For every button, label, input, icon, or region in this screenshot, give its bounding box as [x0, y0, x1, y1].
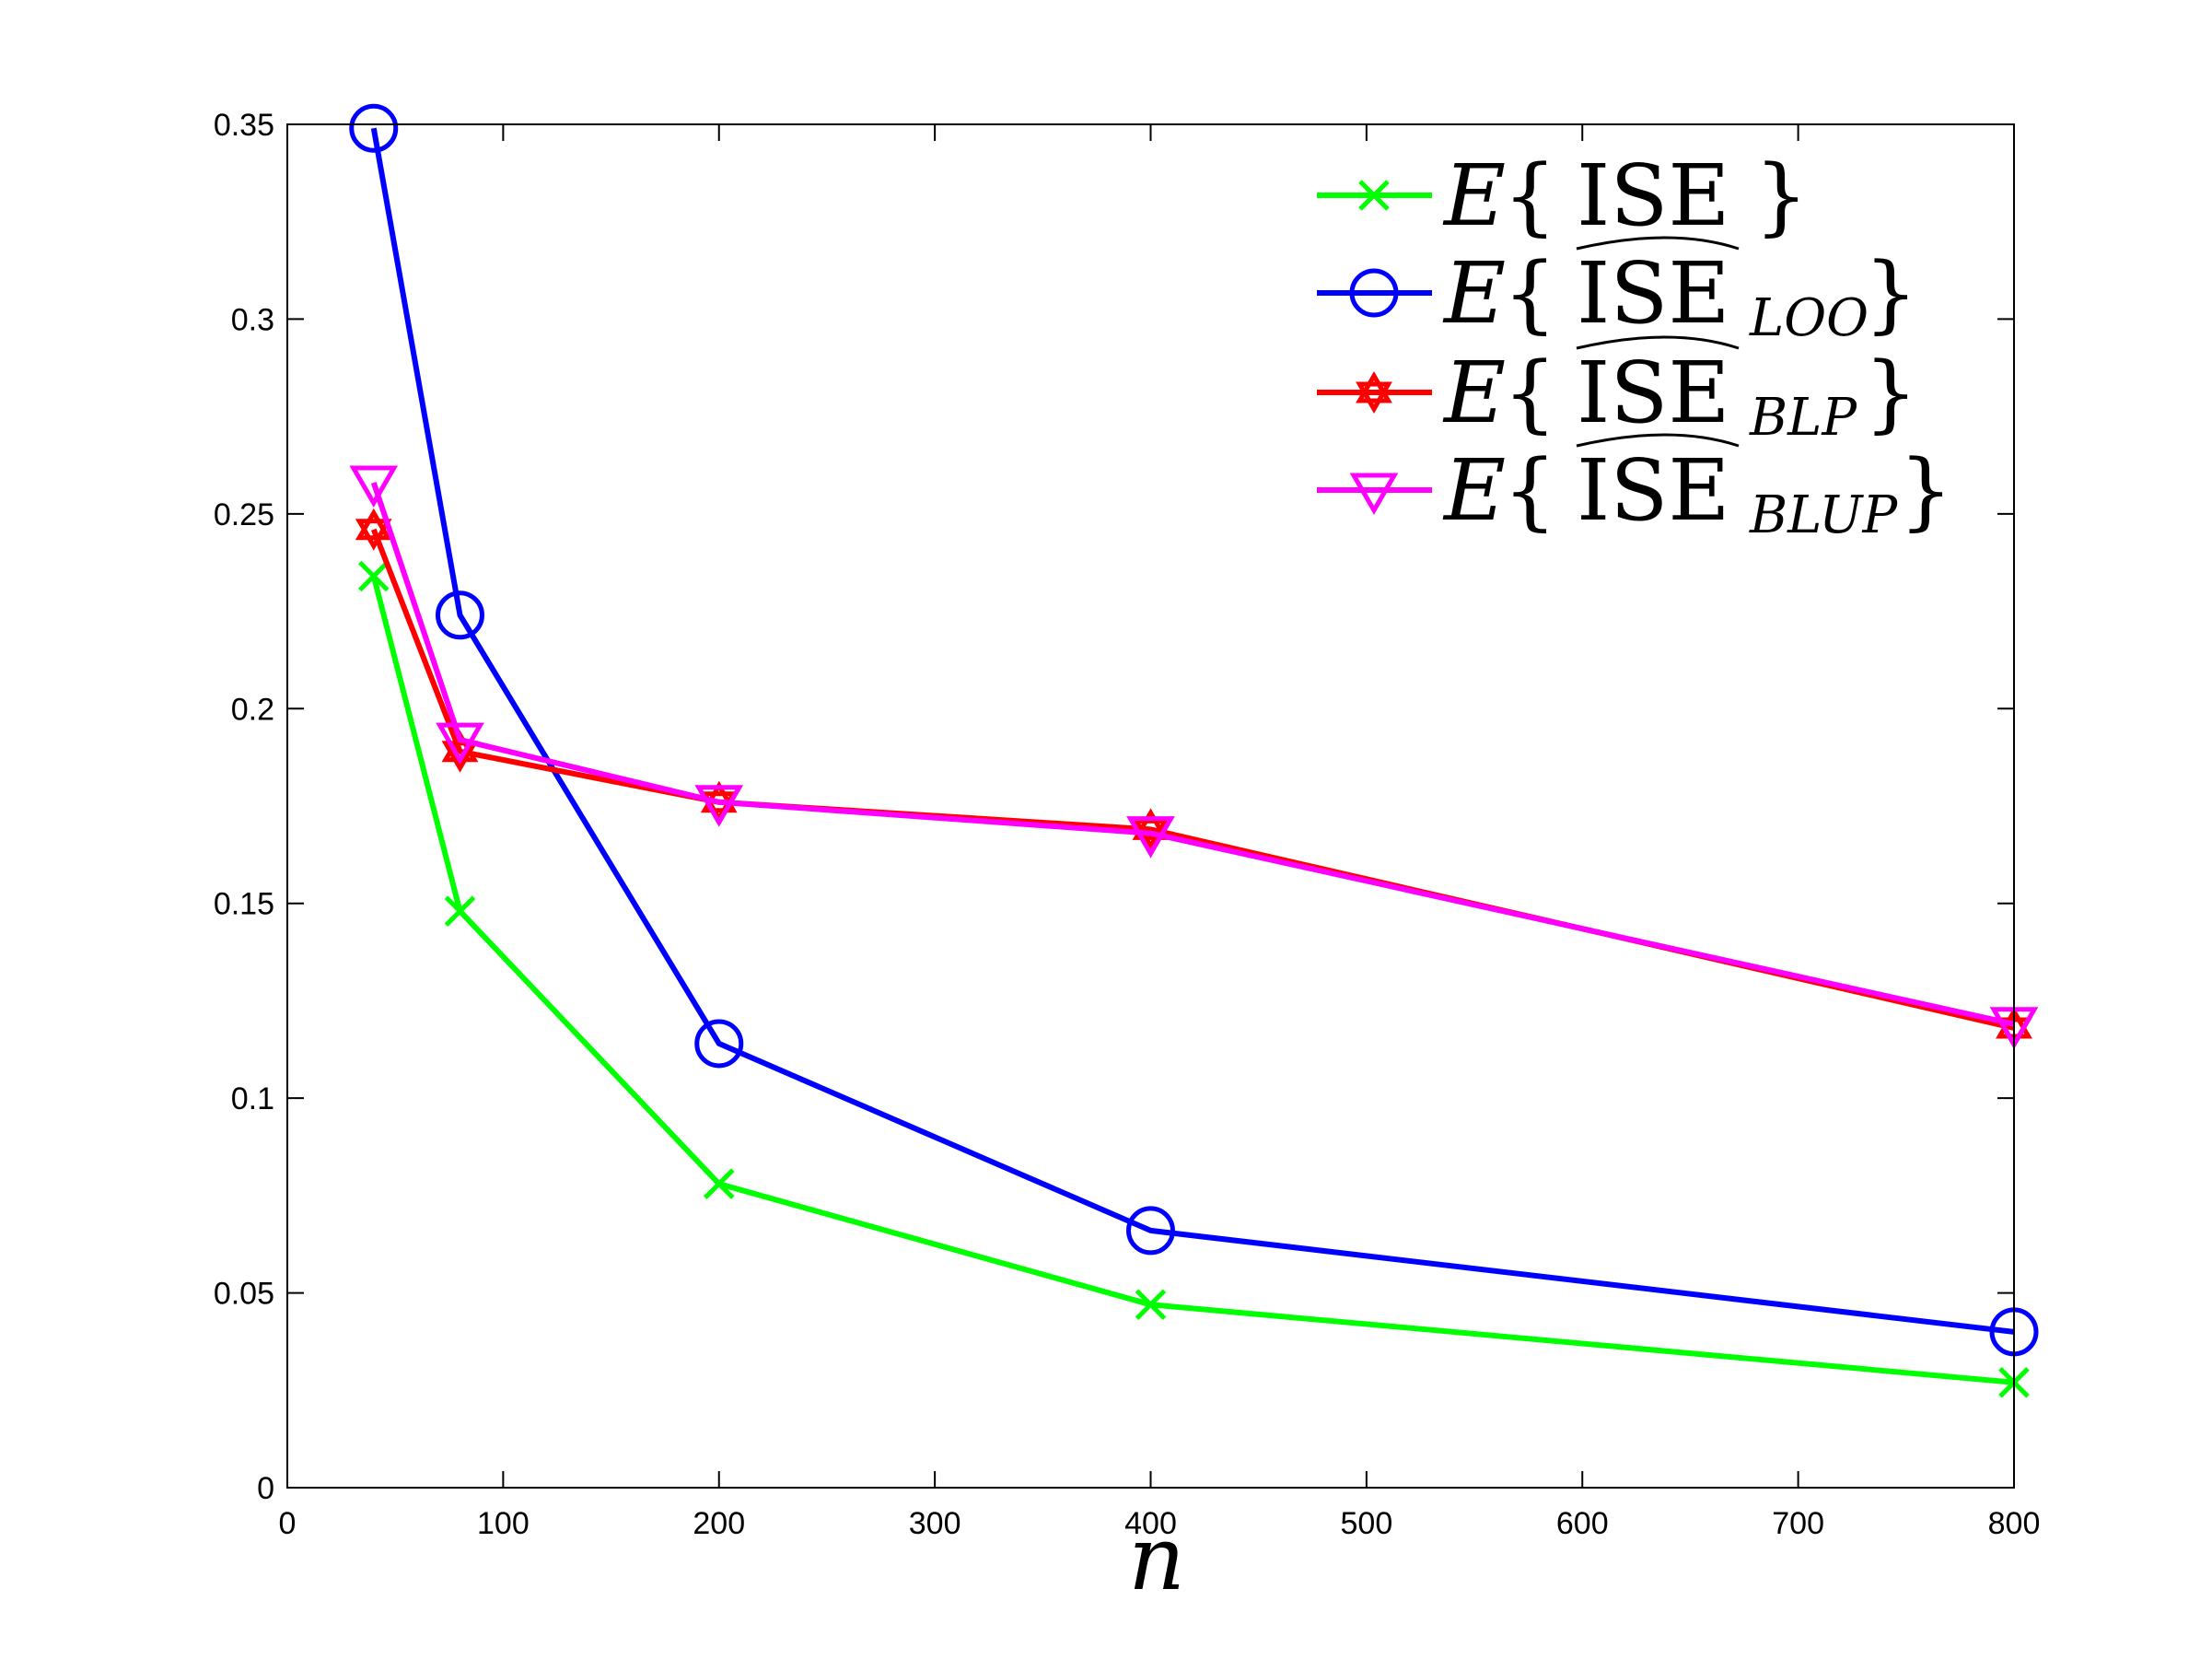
data-point-0-0-stroke-b: [357, 560, 390, 592]
legend-E-3: E: [1442, 441, 1506, 540]
data-point-0-1: [444, 895, 476, 927]
x-tick-label-5: 500: [1341, 1506, 1393, 1541]
legend-E-2: E: [1442, 344, 1506, 442]
y-tick-label-3: 0.15: [214, 887, 274, 922]
data-point-3-3: [1126, 816, 1175, 859]
data-point-0-2-stroke-b: [703, 1168, 735, 1199]
legend-sub-2: BLP: [1749, 388, 1857, 448]
legend-marker-1-ring: [1349, 268, 1399, 318]
data-point-3-2-tri: [694, 785, 744, 827]
data-point-0-0: [357, 560, 390, 592]
data-point-2-0: [355, 508, 392, 551]
legend-brace-close-0: }: [1754, 146, 1809, 245]
legend-label-1: ISE: [1577, 244, 1730, 343]
legend-marker-3: [1349, 473, 1399, 515]
legend-brace-open-1: {: [1503, 244, 1557, 343]
legend-hat-3: [1576, 433, 1740, 448]
y-tick-label-1: 0.05: [214, 1277, 274, 1312]
legend-hat-2: [1576, 335, 1740, 350]
x-tick-label-1: 100: [477, 1506, 530, 1541]
y-tick-label-6: 0.3: [231, 302, 274, 337]
y-tick-label-0: 0: [257, 1471, 274, 1506]
data-point-1-2-ring: [694, 1019, 744, 1069]
legend-entry-1: E{ISE LOO}: [1317, 236, 1918, 348]
data-point-1-0-ring: [349, 103, 399, 153]
legend-marker-2-tri-down: [1356, 381, 1392, 414]
legend-E-1: E: [1442, 244, 1506, 343]
x-tick-label-0: 0: [279, 1506, 297, 1541]
y-tick-label-7: 0.35: [214, 108, 274, 143]
legend-marker-1: [1349, 268, 1399, 318]
legend-marker-2-tri-up: [1356, 371, 1392, 403]
y-tick-label-2: 0.1: [231, 1081, 274, 1116]
legend-marker-0-stroke-b: [1358, 180, 1390, 211]
legend-brace-close-3: }: [1899, 441, 1953, 540]
x-tick-label-8: 800: [1988, 1506, 2041, 1541]
x-tick-label-7: 700: [1772, 1506, 1824, 1541]
data-point-2-0-tri-down: [355, 519, 392, 551]
x-tick-label-4: 400: [1124, 1506, 1177, 1541]
data-point-1-0: [349, 103, 399, 153]
legend-sub-3: BLUP: [1749, 485, 1898, 545]
data-point-0-2: [703, 1168, 735, 1199]
legend-marker-0: [1358, 180, 1390, 211]
data-point-3-1-tri: [436, 722, 484, 765]
x-tick-label-2: 200: [693, 1506, 745, 1541]
legend-entry-3: E{ISE BLUP}: [1317, 433, 1953, 545]
x-axis-title: n: [1128, 1507, 1185, 1610]
legend-E-0: E: [1442, 146, 1506, 245]
data-point-3-1: [436, 722, 484, 765]
legend-brace-close-2: }: [1864, 344, 1918, 442]
data-point-3-0-tri: [349, 465, 399, 508]
legend: E{ISE}E{ISE LOO}E{ISE BLP}E{ISE BLUP}: [1317, 146, 1953, 545]
x-tick-label-6: 600: [1556, 1506, 1609, 1541]
data-point-1-3-ring: [1126, 1206, 1175, 1256]
legend-brace-open-3: {: [1503, 441, 1557, 540]
legend-marker-2: [1356, 371, 1392, 414]
data-point-2-1-tri-down: [441, 741, 479, 773]
y-tick-label-5: 0.25: [214, 497, 274, 532]
series-line-3: [370, 482, 2015, 1027]
data-point-1-1: [436, 590, 484, 640]
legend-entry-0: E{ISE}: [1317, 146, 1809, 245]
data-point-3-0: [349, 465, 399, 508]
series-layer: [349, 103, 2039, 1398]
data-point-1-1-ring: [436, 590, 484, 640]
axes-layer: 0 100 200 300 400 500 600 700 800 0 0.05 0.1 0.15 0.2…: [214, 108, 2041, 1541]
legend-label-3: ISE: [1577, 441, 1730, 540]
legend-brace-open-0: {: [1503, 146, 1557, 245]
data-point-0-3: [1135, 1289, 1167, 1321]
data-point-3-2: [694, 785, 744, 827]
legend-label-2: ISE: [1577, 344, 1730, 442]
data-point-3-3-tri: [1126, 816, 1175, 859]
data-point-1-3: [1126, 1206, 1175, 1256]
data-point-2-3-tri-up: [1132, 808, 1170, 840]
legend-sub-1: LOO: [1749, 288, 1869, 348]
x-tick-label-3: 300: [909, 1506, 961, 1541]
data-point-0-3-stroke-b: [1135, 1289, 1167, 1321]
legend-marker-3-tri: [1349, 473, 1399, 515]
data-point-0-1-stroke-b: [444, 895, 476, 927]
data-point-2-0-tri-up: [355, 508, 392, 541]
series-0: [357, 560, 2030, 1398]
data-point-1-2: [694, 1019, 744, 1069]
y-tick-label-4: 0.2: [231, 692, 274, 727]
legend-entry-2: E{ISE BLP}: [1317, 335, 1918, 448]
legend-hat-1: [1576, 236, 1740, 251]
legend-brace-open-2: {: [1503, 344, 1557, 442]
legend-brace-close-1: }: [1864, 244, 1918, 343]
legend-label-0: ISE: [1577, 146, 1730, 245]
series-line-1: [370, 127, 2015, 1335]
